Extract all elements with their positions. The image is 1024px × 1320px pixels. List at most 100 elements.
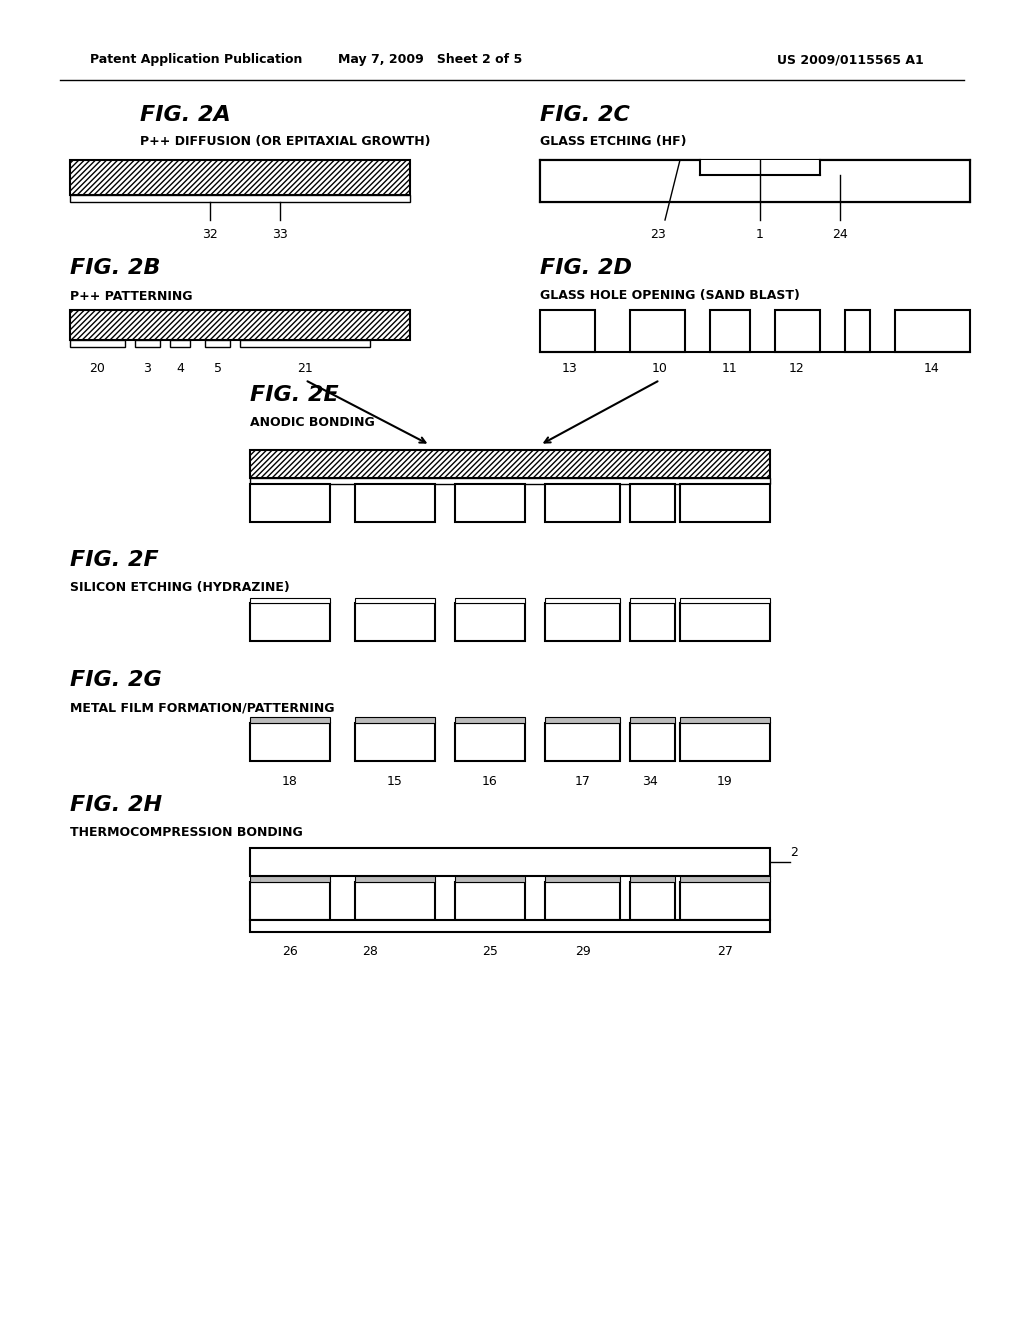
Bar	[540, 310, 595, 352]
Bar	[630, 882, 675, 920]
Text: FIG. 2A: FIG. 2A	[140, 106, 230, 125]
Bar	[545, 876, 620, 882]
Bar	[240, 341, 370, 347]
Bar	[630, 484, 675, 521]
Text: P++ PATTERNING: P++ PATTERNING	[70, 289, 193, 302]
Bar	[250, 450, 770, 478]
Text: 12: 12	[790, 362, 805, 375]
Bar	[250, 603, 330, 642]
Bar	[355, 876, 435, 882]
Bar	[540, 160, 970, 202]
Text: 16: 16	[482, 775, 498, 788]
Bar	[70, 341, 125, 347]
Text: 20: 20	[89, 362, 104, 375]
Bar	[355, 598, 435, 603]
Bar	[70, 195, 410, 202]
Bar	[250, 478, 770, 484]
Text: 5: 5	[214, 362, 222, 375]
Text: 23: 23	[650, 228, 666, 242]
Bar	[355, 882, 435, 920]
Bar	[630, 723, 675, 762]
Bar	[455, 876, 525, 882]
Bar	[630, 717, 675, 723]
Text: 25: 25	[482, 945, 498, 958]
Text: GLASS ETCHING (HF): GLASS ETCHING (HF)	[540, 136, 686, 149]
Bar	[455, 723, 525, 762]
Text: 3: 3	[143, 362, 151, 375]
Text: FIG. 2E: FIG. 2E	[250, 385, 339, 405]
Text: 21: 21	[297, 362, 313, 375]
Text: 4: 4	[176, 362, 184, 375]
Text: FIG. 2H: FIG. 2H	[70, 795, 162, 814]
Text: FIG. 2F: FIG. 2F	[70, 550, 159, 570]
Text: FIG. 2G: FIG. 2G	[70, 671, 162, 690]
Text: Patent Application Publication: Patent Application Publication	[90, 54, 302, 66]
Text: THERMOCOMPRESSION BONDING: THERMOCOMPRESSION BONDING	[70, 826, 303, 840]
Bar	[250, 882, 330, 920]
Bar	[680, 876, 770, 882]
Bar	[680, 603, 770, 642]
Bar	[250, 847, 770, 876]
Bar	[250, 876, 330, 882]
Text: 29: 29	[575, 945, 591, 958]
Bar	[455, 598, 525, 603]
Bar	[700, 160, 820, 176]
Bar	[70, 310, 410, 341]
Text: 24: 24	[833, 228, 848, 242]
Bar	[630, 310, 685, 352]
Bar	[540, 160, 970, 202]
Bar	[70, 160, 410, 195]
Text: 26: 26	[283, 945, 298, 958]
Text: 2: 2	[790, 846, 798, 859]
Bar	[355, 717, 435, 723]
Bar	[895, 310, 970, 352]
Text: 17: 17	[575, 775, 591, 788]
Text: FIG. 2C: FIG. 2C	[540, 106, 630, 125]
Bar	[355, 484, 435, 521]
Text: SILICON ETCHING (HYDRAZINE): SILICON ETCHING (HYDRAZINE)	[70, 582, 290, 594]
Bar	[455, 882, 525, 920]
Bar	[545, 603, 620, 642]
Bar	[170, 341, 190, 347]
Text: 34: 34	[642, 775, 657, 788]
Bar	[680, 717, 770, 723]
Bar	[250, 484, 330, 521]
Bar	[545, 598, 620, 603]
Text: 1: 1	[756, 228, 764, 242]
Text: 10: 10	[652, 362, 668, 375]
Bar	[545, 882, 620, 920]
Bar	[355, 723, 435, 762]
Text: 28: 28	[362, 945, 378, 958]
Bar	[775, 310, 820, 352]
Bar	[680, 598, 770, 603]
Bar	[455, 603, 525, 642]
Bar	[680, 723, 770, 762]
Bar	[250, 717, 330, 723]
Text: 32: 32	[202, 228, 218, 242]
Bar	[545, 484, 620, 521]
Text: 19: 19	[717, 775, 733, 788]
Bar	[630, 603, 675, 642]
Text: May 7, 2009   Sheet 2 of 5: May 7, 2009 Sheet 2 of 5	[338, 54, 522, 66]
Bar	[355, 603, 435, 642]
Text: FIG. 2D: FIG. 2D	[540, 257, 632, 279]
Bar	[680, 882, 770, 920]
Text: 11: 11	[722, 362, 738, 375]
Bar	[205, 341, 230, 347]
Bar	[250, 723, 330, 762]
Text: GLASS HOLE OPENING (SAND BLAST): GLASS HOLE OPENING (SAND BLAST)	[540, 289, 800, 302]
Text: P++ DIFFUSION (OR EPITAXIAL GROWTH): P++ DIFFUSION (OR EPITAXIAL GROWTH)	[140, 136, 430, 149]
Bar	[545, 723, 620, 762]
Bar	[250, 598, 330, 603]
Text: 15: 15	[387, 775, 402, 788]
Bar	[845, 310, 870, 352]
Text: 14: 14	[924, 362, 940, 375]
Bar	[455, 484, 525, 521]
Bar	[680, 484, 770, 521]
Bar	[250, 920, 770, 932]
Bar	[630, 598, 675, 603]
Bar	[135, 341, 160, 347]
Text: 13: 13	[562, 362, 578, 375]
Text: 33: 33	[272, 228, 288, 242]
Bar	[455, 717, 525, 723]
